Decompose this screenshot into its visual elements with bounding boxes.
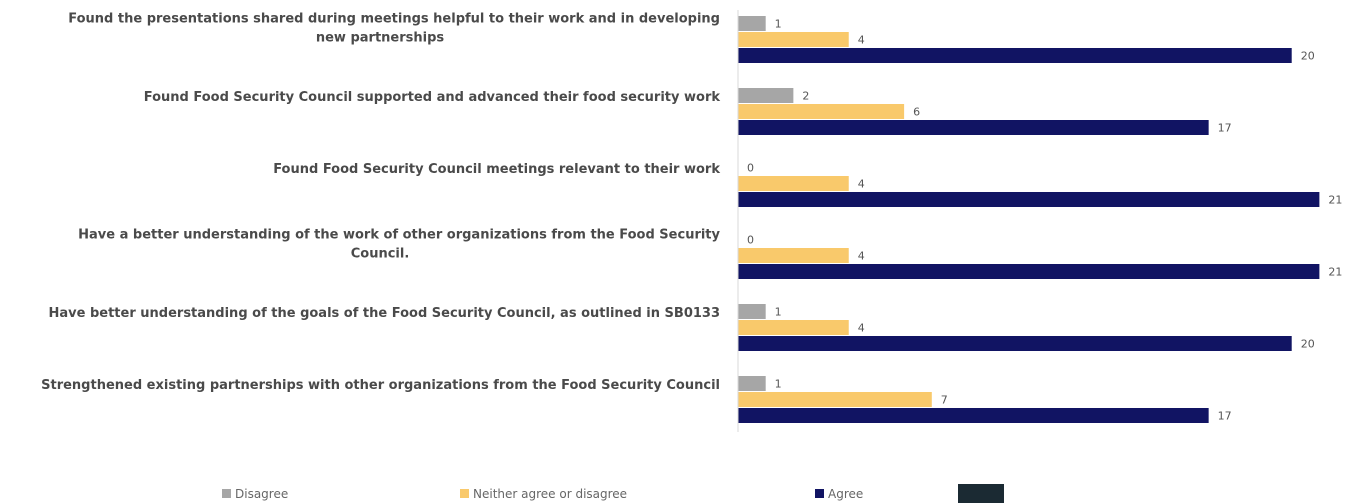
category-label-3: Found Food Security Council meetings rel…: [273, 162, 720, 177]
bar-agree-5: [738, 336, 1292, 351]
data-label-disagree-4: 0: [747, 234, 754, 247]
data-label-agree-5: 20: [1301, 338, 1315, 351]
bar-agree-3: [738, 192, 1320, 207]
data-label-neither-agree-or-disagree-1: 4: [858, 34, 865, 47]
data-label-agree-3: 21: [1328, 194, 1342, 207]
legend-swatch-neither-agree-or-disagree: [460, 489, 469, 498]
bar-agree-1: [738, 48, 1292, 63]
data-label-neither-agree-or-disagree-5: 4: [858, 322, 865, 335]
data-label-disagree-2: 2: [802, 90, 809, 103]
bar-agree-6: [738, 408, 1209, 423]
data-label-disagree-6: 1: [775, 378, 782, 391]
bar-disagree-5: [738, 304, 766, 319]
data-label-agree-4: 21: [1328, 266, 1342, 279]
data-label-agree-1: 20: [1301, 50, 1315, 63]
bar-agree-2: [738, 120, 1209, 135]
category-label-6: Strengthened existing partnerships with …: [41, 378, 720, 393]
category-label-2: Found Food Security Council supported an…: [144, 90, 721, 105]
legend: Disagree Neither agree or disagree Agree: [222, 484, 1004, 503]
bar-agree-4: [738, 264, 1320, 279]
data-label-neither-agree-or-disagree-4: 4: [858, 250, 865, 263]
legend-swatch-agree: [815, 489, 824, 498]
data-label-agree-6: 17: [1218, 410, 1232, 423]
data-label-agree-2: 17: [1218, 122, 1232, 135]
data-label-neither-agree-or-disagree-6: 7: [941, 394, 948, 407]
bar-neither-agree-or-disagree-6: [738, 392, 932, 407]
data-label-disagree-3: 0: [747, 162, 754, 175]
bar-disagree-6: [738, 376, 766, 391]
category-label-5: Have better understanding of the goals o…: [49, 306, 721, 321]
legend-label-agree: Agree: [828, 487, 863, 501]
legend-swatch-disagree: [222, 489, 231, 498]
category-label-1: Found the presentations shared during me…: [68, 12, 720, 46]
legend-label-disagree: Disagree: [235, 487, 288, 501]
bar-disagree-1: [738, 16, 766, 31]
data-label-disagree-5: 1: [775, 306, 782, 319]
bar-neither-agree-or-disagree-5: [738, 320, 849, 335]
bar-neither-agree-or-disagree-3: [738, 176, 849, 191]
category-label-4: Have a better understanding of the work …: [78, 228, 720, 262]
decorative-block: [958, 484, 1004, 503]
data-label-neither-agree-or-disagree-3: 4: [858, 178, 865, 191]
bar-neither-agree-or-disagree-1: [738, 32, 849, 47]
category-labels-layer: Found the presentations shared during me…: [41, 12, 720, 394]
bar-neither-agree-or-disagree-2: [738, 104, 905, 119]
legend-label-neither-agree-or-disagree: Neither agree or disagree: [473, 487, 627, 501]
bar-disagree-2: [738, 88, 794, 103]
bar-neither-agree-or-disagree-4: [738, 248, 849, 263]
data-label-disagree-1: 1: [775, 18, 782, 31]
data-label-neither-agree-or-disagree-2: 6: [913, 106, 920, 119]
